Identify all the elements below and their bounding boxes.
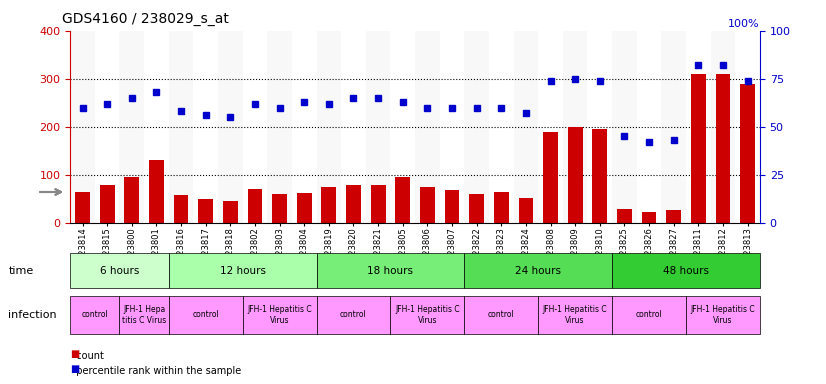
Bar	[464, 253, 612, 288]
Bar	[715, 74, 730, 223]
Bar	[218, 31, 243, 223]
Bar	[710, 31, 735, 223]
Bar	[494, 192, 509, 223]
Bar	[193, 31, 218, 223]
Bar	[243, 31, 268, 223]
Bar	[100, 185, 115, 223]
Text: JFH-1 Hepatitis C
Virus: JFH-1 Hepatitis C Virus	[543, 305, 607, 324]
Bar	[612, 296, 686, 334]
Text: control: control	[488, 310, 515, 319]
Bar	[316, 31, 341, 223]
Bar	[691, 74, 705, 223]
Bar	[396, 177, 411, 223]
Bar	[544, 131, 558, 223]
Bar	[120, 296, 169, 334]
Bar	[662, 31, 686, 223]
Text: JFH-1 Hepatitis C
Virus: JFH-1 Hepatitis C Virus	[247, 305, 312, 324]
Bar	[243, 296, 316, 334]
Bar	[169, 253, 316, 288]
Text: JFH-1 Hepa
titis C Virus: JFH-1 Hepa titis C Virus	[122, 305, 166, 324]
Text: control: control	[340, 310, 367, 319]
Bar	[464, 31, 489, 223]
Bar	[464, 296, 539, 334]
Bar	[169, 296, 243, 334]
Bar	[371, 185, 386, 223]
Bar	[341, 31, 366, 223]
Bar	[612, 253, 760, 288]
Bar	[173, 195, 188, 223]
Text: ■: ■	[70, 349, 79, 359]
Bar	[120, 31, 144, 223]
Bar	[125, 177, 139, 223]
Bar	[587, 31, 612, 223]
Bar	[735, 31, 760, 223]
Bar	[489, 31, 514, 223]
Bar	[391, 31, 415, 223]
Bar	[169, 31, 193, 223]
Text: percentile rank within the sample: percentile rank within the sample	[70, 366, 241, 376]
Text: control: control	[636, 310, 662, 319]
Bar	[297, 193, 311, 223]
Bar	[612, 31, 637, 223]
Bar	[740, 84, 755, 223]
Bar	[273, 194, 287, 223]
Bar	[316, 253, 464, 288]
Bar	[70, 296, 120, 334]
Bar	[346, 185, 361, 223]
Bar	[592, 129, 607, 223]
Bar	[686, 296, 760, 334]
Text: control: control	[192, 310, 219, 319]
Bar	[223, 200, 238, 223]
Text: JFH-1 Hepatitis C
Virus: JFH-1 Hepatitis C Virus	[395, 305, 460, 324]
Bar	[667, 210, 681, 223]
Bar	[144, 31, 169, 223]
Bar	[415, 31, 439, 223]
Bar	[637, 31, 662, 223]
Bar	[617, 209, 632, 223]
Bar	[366, 31, 391, 223]
Text: infection: infection	[8, 310, 57, 320]
Bar	[316, 296, 391, 334]
Bar	[268, 31, 292, 223]
Bar	[95, 31, 120, 223]
Text: 18 hours: 18 hours	[368, 266, 414, 276]
Bar	[539, 296, 612, 334]
Bar	[292, 31, 316, 223]
Text: JFH-1 Hepatitis C
Virus: JFH-1 Hepatitis C Virus	[691, 305, 755, 324]
Bar	[420, 187, 434, 223]
Bar	[149, 161, 164, 223]
Bar	[567, 127, 582, 223]
Bar	[70, 31, 95, 223]
Text: GDS4160 / 238029_s_at: GDS4160 / 238029_s_at	[62, 12, 229, 25]
Bar	[75, 192, 90, 223]
Bar	[539, 31, 563, 223]
Bar	[321, 187, 336, 223]
Bar	[70, 253, 169, 288]
Bar	[439, 31, 464, 223]
Bar	[444, 190, 459, 223]
Text: control: control	[82, 310, 108, 319]
Bar	[642, 212, 657, 223]
Text: 24 hours: 24 hours	[515, 266, 561, 276]
Text: count: count	[70, 351, 104, 361]
Bar	[391, 296, 464, 334]
Text: 12 hours: 12 hours	[220, 266, 266, 276]
Text: 48 hours: 48 hours	[663, 266, 709, 276]
Bar	[519, 198, 534, 223]
Text: ■: ■	[70, 364, 79, 374]
Bar	[563, 31, 587, 223]
Bar	[248, 189, 263, 223]
Bar	[469, 194, 484, 223]
Bar	[686, 31, 710, 223]
Text: 6 hours: 6 hours	[100, 266, 139, 276]
Text: time: time	[8, 266, 34, 276]
Text: 100%: 100%	[729, 19, 760, 29]
Bar	[198, 199, 213, 223]
Bar	[514, 31, 539, 223]
